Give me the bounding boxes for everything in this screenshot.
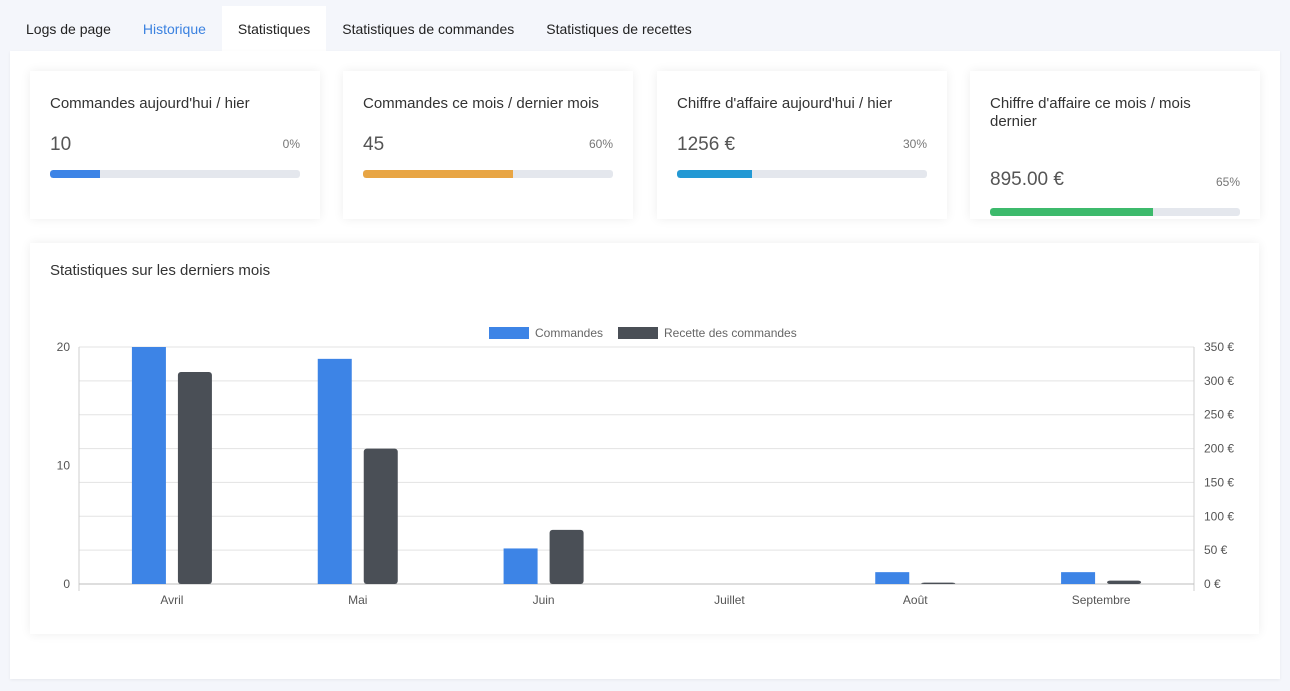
chart-section-title: Statistiques sur les derniers mois [50, 262, 271, 279]
stat-card-orders-today: Commandes aujourd'hui / hier 10 0% [30, 71, 320, 219]
stat-percent: 65% [1215, 175, 1240, 189]
stat-value: 45 [363, 134, 385, 155]
x-tick-label: Juin [533, 593, 555, 607]
stat-value: 1256 € [677, 134, 736, 155]
stat-title: Commandes ce mois / dernier mois [363, 95, 599, 112]
stat-title: Commandes aujourd'hui / hier [50, 95, 250, 112]
y-right-tick-label: 100 € [1204, 509, 1234, 523]
tab-statistiques[interactable]: Statistiques [221, 6, 327, 51]
y-right-tick-label: 150 € [1204, 475, 1234, 489]
bar-commandes [131, 347, 166, 584]
y-left-tick-label: 0 [63, 577, 70, 591]
stat-percent: 0% [282, 137, 300, 151]
statistics-panel: Commandes aujourd'hui / hier 10 0% Comma… [10, 51, 1280, 679]
bar-recette [921, 582, 956, 584]
progress-fill [363, 170, 513, 178]
progress-bar [50, 170, 300, 178]
bar-recette [549, 529, 584, 584]
x-tick-label: Mai [348, 593, 367, 607]
legend-swatch [618, 327, 658, 339]
stat-card-revenue-month: Chiffre d'affaire ce mois / mois dernier… [970, 71, 1260, 219]
y-left-tick-label: 10 [57, 459, 71, 473]
progress-fill [677, 170, 752, 178]
tab-bar: Logs de page Historique Statistiques Sta… [10, 6, 708, 51]
tab-logs-de-page[interactable]: Logs de page [26, 20, 111, 37]
y-right-tick-label: 250 € [1204, 408, 1234, 422]
bar-commandes [875, 572, 910, 584]
stat-percent: 30% [902, 137, 927, 151]
stat-card-orders-month: Commandes ce mois / dernier mois 45 60% [343, 71, 633, 219]
y-left-tick-label: 20 [57, 340, 71, 354]
bar-chart: 20 10 0 350 € 300 € 250 € 200 € 150 € 100 € 50 € 0… [57, 326, 1235, 607]
progress-bar [363, 170, 613, 178]
bar-recette [363, 448, 398, 584]
stat-title: Chiffre d'affaire ce mois / mois dernier [990, 95, 1191, 130]
bar-commandes [503, 548, 538, 584]
x-tick-label: Août [903, 593, 928, 607]
progress-bar [677, 170, 927, 178]
chart-card: Statistiques sur les derniers mois 20 10 0… [30, 243, 1259, 634]
bar-commandes [317, 358, 352, 584]
legend-label: Commandes [535, 326, 603, 340]
legend-label: Recette des commandes [664, 326, 797, 340]
tab-statistiques-de-commandes[interactable]: Statistiques de commandes [342, 20, 515, 37]
y-right-tick-label: 0 € [1204, 577, 1221, 591]
y-right-tick-label: 300 € [1204, 374, 1234, 388]
x-tick-label: Juillet [714, 593, 745, 607]
stat-title: Chiffre d'affaire aujourd'hui / hier [677, 95, 893, 112]
stat-value: 895.00 € [990, 169, 1064, 190]
tab-historique[interactable]: Historique [142, 20, 206, 37]
x-tick-label: Avril [160, 593, 183, 607]
progress-fill [990, 208, 1153, 216]
y-right-tick-label: 350 € [1204, 340, 1234, 354]
stat-value: 10 [50, 134, 72, 155]
progress-fill [50, 170, 100, 178]
tab-statistiques-de-recettes[interactable]: Statistiques de recettes [546, 20, 692, 37]
stat-card-revenue-today: Chiffre d'affaire aujourd'hui / hier 125… [657, 71, 947, 219]
bar-recette [1107, 580, 1142, 584]
y-right-tick-label: 50 € [1204, 543, 1228, 557]
x-tick-label: Septembre [1072, 593, 1131, 607]
y-right-tick-label: 200 € [1204, 442, 1234, 456]
bar-recette [177, 372, 212, 584]
progress-bar [990, 208, 1240, 216]
bar-commandes [1061, 572, 1096, 584]
legend-swatch [489, 327, 529, 339]
stat-percent: 60% [588, 137, 613, 151]
